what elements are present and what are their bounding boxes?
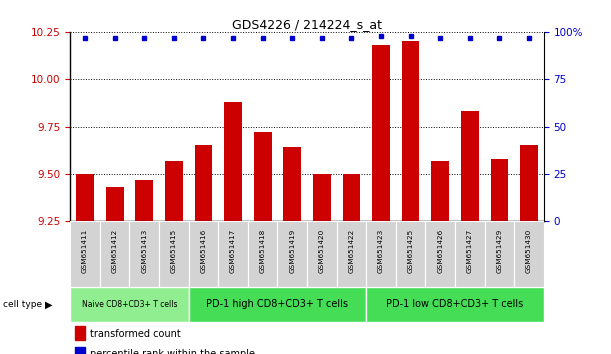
Bar: [425, 221, 455, 287]
Text: GSM651422: GSM651422: [348, 229, 354, 273]
Bar: [396, 221, 425, 287]
Bar: [159, 221, 189, 287]
Bar: [106, 187, 123, 221]
Bar: [313, 174, 331, 221]
Text: GSM651417: GSM651417: [230, 229, 236, 273]
Text: Naive CD8+CD3+ T cells: Naive CD8+CD3+ T cells: [82, 300, 177, 309]
Bar: [461, 112, 478, 221]
Bar: [194, 145, 213, 221]
Text: ▶: ▶: [45, 299, 52, 309]
Bar: [189, 287, 366, 322]
Text: GSM651420: GSM651420: [319, 229, 325, 273]
Bar: [224, 102, 242, 221]
Text: GSM651427: GSM651427: [467, 229, 473, 273]
Text: GSM651419: GSM651419: [289, 229, 295, 273]
Bar: [520, 145, 538, 221]
Text: GSM651413: GSM651413: [141, 229, 147, 273]
Bar: [136, 179, 153, 221]
Bar: [485, 221, 514, 287]
Bar: [254, 132, 271, 221]
Title: GDS4226 / 214224_s_at: GDS4226 / 214224_s_at: [232, 18, 382, 31]
Bar: [75, 326, 86, 341]
Bar: [130, 221, 159, 287]
Text: GSM651411: GSM651411: [82, 229, 88, 273]
Bar: [277, 221, 307, 287]
Text: transformed count: transformed count: [90, 329, 181, 338]
Bar: [165, 161, 183, 221]
Bar: [372, 45, 390, 221]
Bar: [455, 221, 485, 287]
Bar: [431, 161, 449, 221]
Text: GSM651425: GSM651425: [408, 229, 414, 273]
Bar: [75, 347, 86, 354]
Bar: [514, 221, 544, 287]
Bar: [366, 221, 396, 287]
Text: cell type: cell type: [3, 300, 42, 309]
Bar: [76, 174, 94, 221]
Bar: [337, 221, 366, 287]
Text: GSM651415: GSM651415: [171, 229, 177, 273]
Bar: [248, 221, 277, 287]
Bar: [70, 287, 189, 322]
Bar: [307, 221, 337, 287]
Text: GSM651429: GSM651429: [496, 229, 502, 273]
Text: GSM651426: GSM651426: [437, 229, 443, 273]
Bar: [343, 174, 360, 221]
Bar: [218, 221, 248, 287]
Text: GSM651416: GSM651416: [200, 229, 207, 273]
Bar: [402, 41, 420, 221]
Bar: [284, 147, 301, 221]
Text: GSM651430: GSM651430: [526, 229, 532, 273]
Text: GSM651412: GSM651412: [112, 229, 118, 273]
Text: PD-1 low CD8+CD3+ T cells: PD-1 low CD8+CD3+ T cells: [386, 299, 524, 309]
Bar: [491, 159, 508, 221]
Text: GSM651418: GSM651418: [260, 229, 266, 273]
Text: percentile rank within the sample: percentile rank within the sample: [90, 349, 255, 354]
Bar: [189, 221, 218, 287]
Text: GSM651423: GSM651423: [378, 229, 384, 273]
Bar: [100, 221, 130, 287]
Bar: [70, 221, 100, 287]
Bar: [366, 287, 544, 322]
Text: PD-1 high CD8+CD3+ T cells: PD-1 high CD8+CD3+ T cells: [207, 299, 348, 309]
